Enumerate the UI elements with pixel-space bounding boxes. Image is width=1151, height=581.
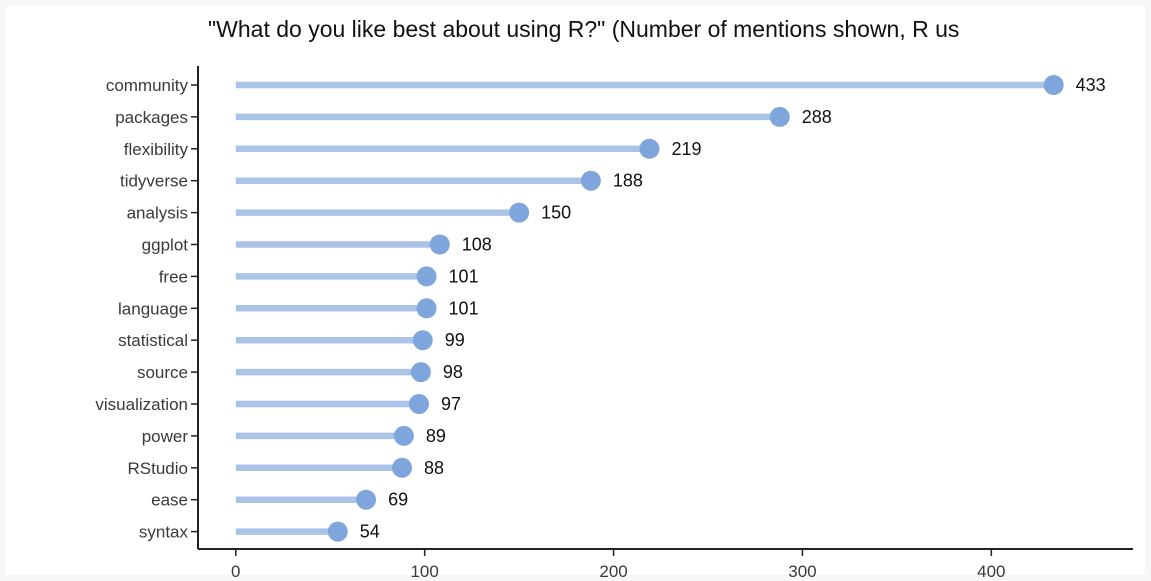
value-labels: 433 288 219 188 150 108 101 101 99 98 97 89 88 69 54 [360,75,1106,542]
value-label-community: 433 [1076,75,1106,95]
value-label-power: 89 [426,426,446,446]
value-label-source: 98 [443,362,463,382]
y-tick-label-source: source [137,363,188,382]
x-tick-label-0: 0 [231,562,240,581]
y-tick-label-flexibility: flexibility [124,140,189,159]
dot-source [410,362,431,383]
dot-ease [356,489,377,510]
y-tick-labels: community packages flexibility tidyverse ana… [95,76,188,542]
value-label-syntax: 54 [360,522,380,542]
value-label-free: 101 [449,266,479,286]
value-label-analysis: 150 [541,203,571,223]
dot-language [416,298,437,319]
dot-flexibility [639,138,660,159]
y-tick-label-community: community [106,76,189,95]
dot-power [393,425,414,446]
dot-statistical [412,330,433,351]
value-label-packages: 288 [802,107,832,127]
dot-analysis [509,202,530,223]
dot-ggplot [429,234,450,255]
axes [191,66,1133,556]
dot-packages [769,106,790,127]
dot-community [1043,75,1064,95]
y-tick-label-analysis: analysis [127,204,188,223]
y-tick-label-free: free [159,267,188,286]
chart-title: "What do you like best about using R?" (… [208,16,960,42]
value-label-ggplot: 108 [462,235,492,255]
y-tick-label-ggplot: ggplot [142,236,189,255]
y-tick-label-packages: packages [115,108,188,127]
x-tick-label-200: 200 [599,562,627,581]
y-tick-label-language: language [118,299,188,318]
x-tick-label-400: 400 [977,562,1005,581]
y-tick-label-power: power [142,427,189,446]
y-tick-label-rstudio: RStudio [128,459,188,478]
dots [327,75,1064,542]
dot-syntax [327,521,348,542]
y-tick-label-visualization: visualization [95,395,188,414]
dot-visualization [409,394,429,414]
x-tick-label-100: 100 [410,562,438,581]
dot-tidyverse [580,170,601,191]
stems [235,81,1054,535]
dot-free [416,266,437,287]
value-label-rstudio: 88 [424,458,444,478]
x-tick-label-300: 300 [788,562,816,581]
value-label-ease: 69 [388,490,408,510]
value-label-tidyverse: 188 [613,171,643,191]
value-label-flexibility: 219 [671,139,701,159]
value-label-visualization: 97 [441,394,461,414]
chart-panel [6,6,1145,575]
y-tick-label-tidyverse: tidyverse [120,172,188,191]
x-tick-labels: 0 100 200 300 400 [231,562,1005,581]
dot-rstudio [392,457,412,478]
value-label-statistical: 99 [445,330,465,350]
y-tick-label-syntax: syntax [139,523,189,542]
value-label-language: 101 [449,298,479,318]
y-tick-label-ease: ease [151,491,188,510]
y-tick-label-statistical: statistical [118,331,188,350]
